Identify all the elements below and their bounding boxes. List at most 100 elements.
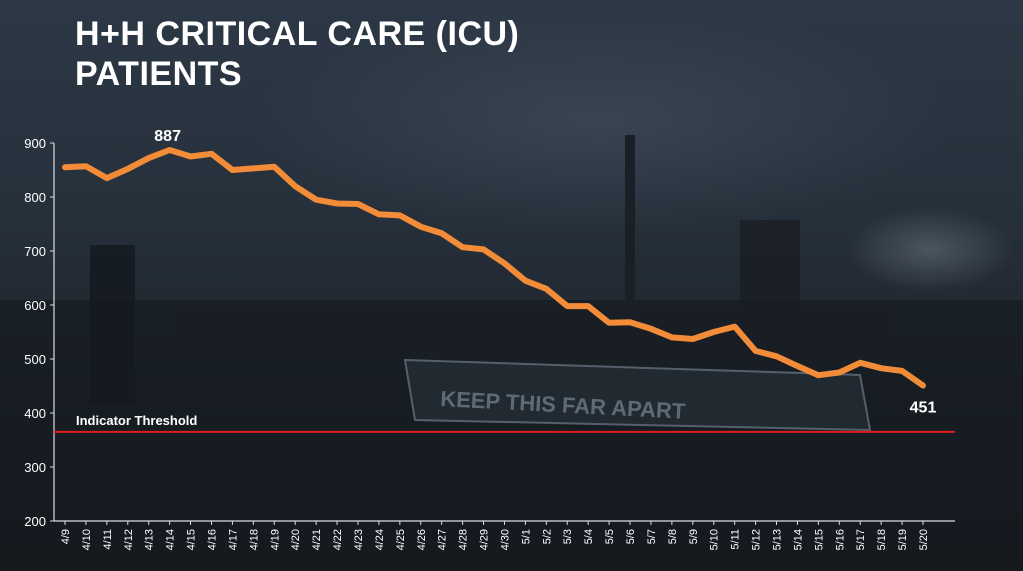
x-tick-label: 5/7 — [646, 529, 658, 544]
data-point — [187, 153, 194, 160]
data-point — [585, 303, 591, 309]
x-tick-label: 5/13 — [772, 529, 784, 550]
x-tick-label: 4/25 — [395, 529, 407, 550]
data-point — [690, 336, 696, 342]
x-tick-label: 5/5 — [604, 529, 616, 544]
data-point — [271, 164, 277, 170]
data-point — [439, 230, 445, 236]
data-point — [878, 365, 884, 371]
x-tick-label: 4/26 — [416, 529, 428, 550]
icu-patients-series-line — [62, 147, 926, 389]
x-tick-label: 5/12 — [751, 529, 763, 550]
x-tick-label: 5/9 — [688, 529, 700, 544]
x-tick-label: 5/15 — [813, 529, 825, 550]
data-point — [752, 348, 759, 354]
y-tick-label: 500 — [24, 352, 46, 367]
data-point — [606, 320, 612, 326]
x-tick-label: 5/3 — [562, 529, 574, 544]
x-tick-label: 4/22 — [332, 529, 344, 550]
data-point — [376, 211, 382, 217]
data-point — [334, 200, 340, 207]
data-point — [62, 164, 68, 170]
x-tick-label: 4/16 — [206, 529, 218, 550]
title-line-1: H+H CRITICAL CARE (ICU) — [75, 15, 520, 53]
data-point — [815, 372, 821, 378]
x-tick-label: 4/15 — [186, 529, 198, 550]
x-tick-label: 4/27 — [437, 529, 449, 550]
x-tick-label: 5/17 — [855, 529, 867, 550]
x-tick-label: 5/1 — [520, 529, 532, 544]
data-point — [648, 326, 654, 332]
x-tick-label: 4/12 — [123, 529, 135, 550]
data-point — [397, 212, 403, 218]
x-tick-label: 4/9 — [60, 529, 72, 544]
data-point — [229, 167, 236, 173]
data-point — [292, 183, 298, 189]
data-point — [355, 201, 361, 207]
data-point — [125, 166, 131, 172]
data-point — [313, 197, 319, 203]
x-tick-label: 5/10 — [709, 529, 721, 550]
x-tick-label: 5/19 — [897, 529, 909, 550]
data-point — [83, 163, 89, 169]
x-tick-label: 4/10 — [81, 529, 93, 550]
x-tick-label: 4/18 — [248, 529, 260, 550]
data-point — [460, 244, 466, 250]
x-tick-label: 4/23 — [353, 529, 365, 550]
x-tick-label: 4/24 — [374, 529, 386, 550]
y-tick-label: 900 — [24, 136, 46, 151]
x-tick-label: 5/2 — [541, 529, 553, 544]
y-tick-label: 700 — [24, 244, 46, 259]
x-tick-label: 5/8 — [667, 529, 679, 544]
x-tick-label: 4/30 — [499, 529, 511, 550]
x-tick-label: 5/11 — [730, 529, 742, 550]
data-point — [208, 151, 215, 157]
data-point — [836, 369, 842, 376]
x-tick-label: 4/13 — [144, 529, 156, 550]
data-point — [146, 155, 152, 161]
x-tick-label: 5/4 — [583, 529, 595, 544]
data-point — [564, 303, 570, 309]
x-tick-label: 4/20 — [290, 529, 302, 550]
data-point — [627, 319, 633, 325]
data-point — [794, 363, 801, 369]
y-tick-label: 800 — [24, 190, 46, 205]
data-point — [711, 329, 717, 335]
data-point — [167, 147, 173, 153]
x-tick-label: 5/18 — [876, 529, 888, 550]
threshold-label: Indicator Threshold — [76, 413, 197, 428]
page-title: H+H CRITICAL CARE (ICU) PATIENTS — [75, 14, 519, 94]
data-label: 451 — [910, 399, 937, 416]
y-tick-label: 300 — [24, 460, 46, 475]
x-tick-label: 4/28 — [458, 529, 470, 550]
data-label: 887 — [154, 128, 181, 145]
data-point — [669, 334, 675, 340]
x-tick-label: 5/14 — [792, 529, 804, 550]
data-point — [857, 360, 863, 366]
x-tick-label: 4/11 — [102, 529, 114, 550]
y-tick-label: 200 — [24, 514, 46, 529]
data-point — [250, 165, 256, 171]
x-tick-label: 4/14 — [165, 529, 177, 550]
x-tick-label: 4/17 — [227, 529, 239, 550]
data-point — [920, 382, 926, 389]
title-line-2: PATIENTS — [75, 55, 243, 93]
x-tick-label: 4/21 — [311, 529, 323, 550]
data-point — [773, 353, 780, 359]
y-tick-label: 400 — [24, 406, 46, 421]
x-tick-label: 5/20 — [918, 529, 930, 550]
x-tick-label: 4/29 — [479, 529, 491, 550]
data-point — [501, 260, 508, 267]
data-point — [418, 224, 424, 230]
x-tick-label: 4/19 — [269, 529, 281, 550]
y-tick-label: 600 — [24, 298, 46, 313]
x-tick-label: 5/6 — [625, 529, 637, 544]
data-point — [522, 278, 528, 284]
data-point — [104, 175, 110, 181]
data-point — [543, 286, 549, 292]
data-point — [480, 246, 487, 252]
data-point — [899, 368, 905, 374]
x-tick-label: 5/16 — [834, 529, 846, 550]
